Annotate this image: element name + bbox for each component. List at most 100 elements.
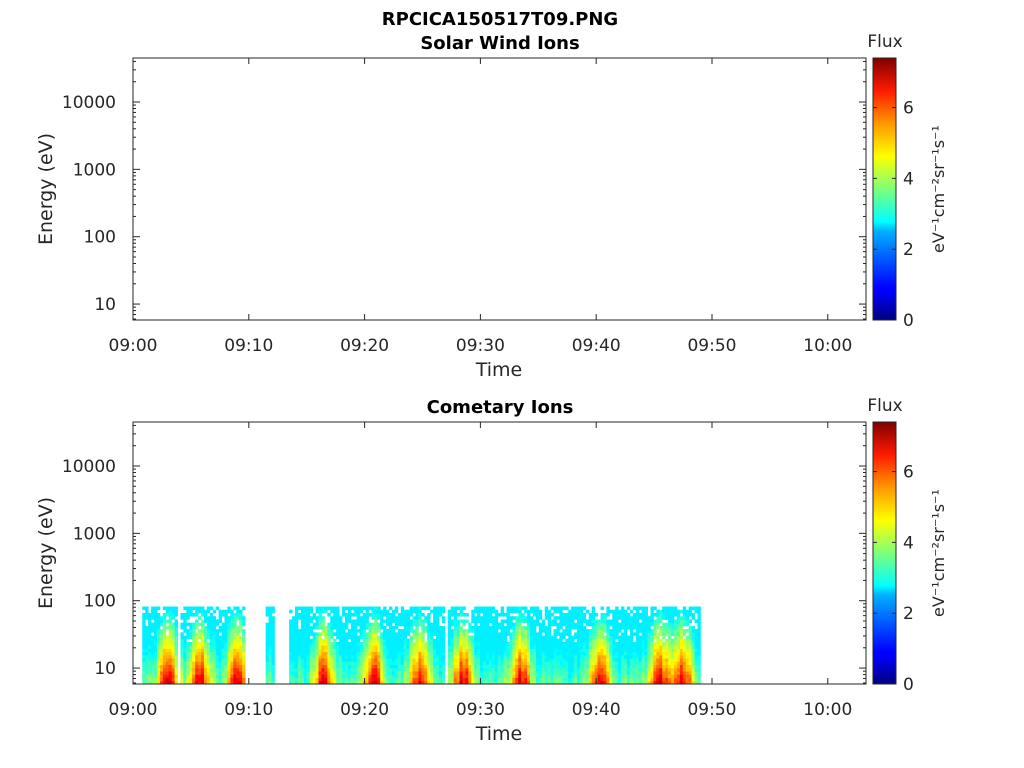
flux-cell (618, 651, 622, 656)
flux-cell (615, 680, 619, 684)
flux-cell (553, 619, 557, 624)
flux-cell (512, 648, 516, 653)
flux-cell (145, 632, 149, 636)
flux-cell (350, 680, 355, 684)
flux-cell (609, 664, 613, 669)
flux-cell (518, 667, 522, 672)
flux-cell (535, 677, 540, 682)
flux-cell (518, 648, 522, 653)
flux-cell (265, 648, 269, 653)
flux-cell (171, 629, 175, 633)
flux-cell (406, 674, 410, 678)
flux-cell (303, 625, 308, 630)
flux-cell (624, 622, 628, 627)
flux-cell (356, 619, 361, 624)
flux-cell (574, 671, 578, 675)
flux-cell (268, 629, 272, 633)
flux-cell (427, 664, 431, 669)
flux-cell (626, 612, 631, 617)
colorbar-tick-label: 2 (903, 240, 914, 260)
flux-cell (406, 654, 410, 659)
flux-cell (538, 622, 543, 627)
flux-cell (412, 609, 416, 614)
flux-cell (609, 661, 613, 666)
flux-cell (230, 677, 234, 682)
flux-cell (641, 619, 645, 624)
flux-cell (582, 648, 587, 653)
flux-cell (565, 667, 569, 672)
flux-cell (201, 648, 205, 653)
flux-cell (297, 654, 302, 659)
flux-cell (171, 645, 175, 649)
flux-cell (236, 667, 240, 672)
flux-cell (203, 642, 208, 646)
flux-cell (515, 664, 519, 669)
flux-cell (491, 625, 496, 630)
flux-cell (154, 680, 158, 684)
flux-cell (691, 677, 695, 682)
flux-cell (271, 677, 275, 682)
flux-cell (462, 667, 466, 672)
flux-cell (209, 674, 214, 678)
flux-cell (480, 664, 484, 669)
flux-cell (544, 638, 549, 643)
flux-cell (688, 612, 692, 617)
flux-cell (615, 612, 619, 617)
flux-cell (694, 645, 698, 649)
flux-cell (271, 645, 275, 649)
flux-cell (145, 606, 149, 611)
flux-cell (597, 677, 601, 682)
flux-cell (159, 654, 164, 659)
flux-cell (618, 616, 622, 620)
flux-cell (224, 651, 228, 656)
flux-cell (189, 648, 193, 653)
flux-cell (327, 674, 331, 678)
flux-cell (594, 629, 598, 633)
flux-cell (142, 658, 146, 662)
flux-cell (556, 632, 560, 636)
flux-cell (353, 632, 358, 636)
flux-cell (483, 632, 487, 636)
flux-cell (606, 622, 610, 627)
flux-cell (483, 616, 487, 620)
flux-cell (671, 642, 675, 646)
flux-cell (488, 635, 493, 640)
flux-cell (233, 622, 237, 627)
flux-cell (324, 671, 328, 675)
flux-cell (644, 612, 648, 617)
flux-cell (215, 658, 220, 662)
flux-cell (524, 664, 528, 669)
flux-cell (685, 680, 690, 684)
flux-cell (488, 651, 493, 656)
flux-cell (568, 638, 572, 643)
flux-cell (559, 642, 563, 646)
flux-cell (421, 680, 425, 684)
flux-cell (512, 671, 516, 675)
flux-cell (433, 612, 437, 617)
flux-cell (336, 622, 340, 627)
flux-cell (412, 622, 416, 627)
flux-cell (629, 629, 634, 633)
flux-cell (380, 609, 384, 614)
flux-cell (697, 658, 701, 662)
flux-cell (653, 661, 657, 666)
flux-cell (485, 638, 490, 643)
flux-cell (145, 629, 149, 633)
flux-cell (359, 616, 363, 620)
flux-cell (626, 664, 631, 669)
flux-cell (491, 671, 496, 675)
flux-cell (289, 664, 293, 669)
flux-cell (242, 658, 246, 662)
flux-cell (368, 635, 372, 640)
flux-cell (383, 667, 387, 672)
flux-cell (503, 619, 507, 624)
flux-cell (142, 629, 146, 633)
flux-cell (656, 625, 660, 630)
flux-cell (174, 645, 178, 649)
flux-cell (447, 619, 452, 624)
flux-cell (359, 667, 363, 672)
flux-cell (209, 635, 214, 640)
flux-cell (682, 619, 687, 624)
flux-cell (527, 619, 531, 624)
flux-cell (694, 654, 698, 659)
